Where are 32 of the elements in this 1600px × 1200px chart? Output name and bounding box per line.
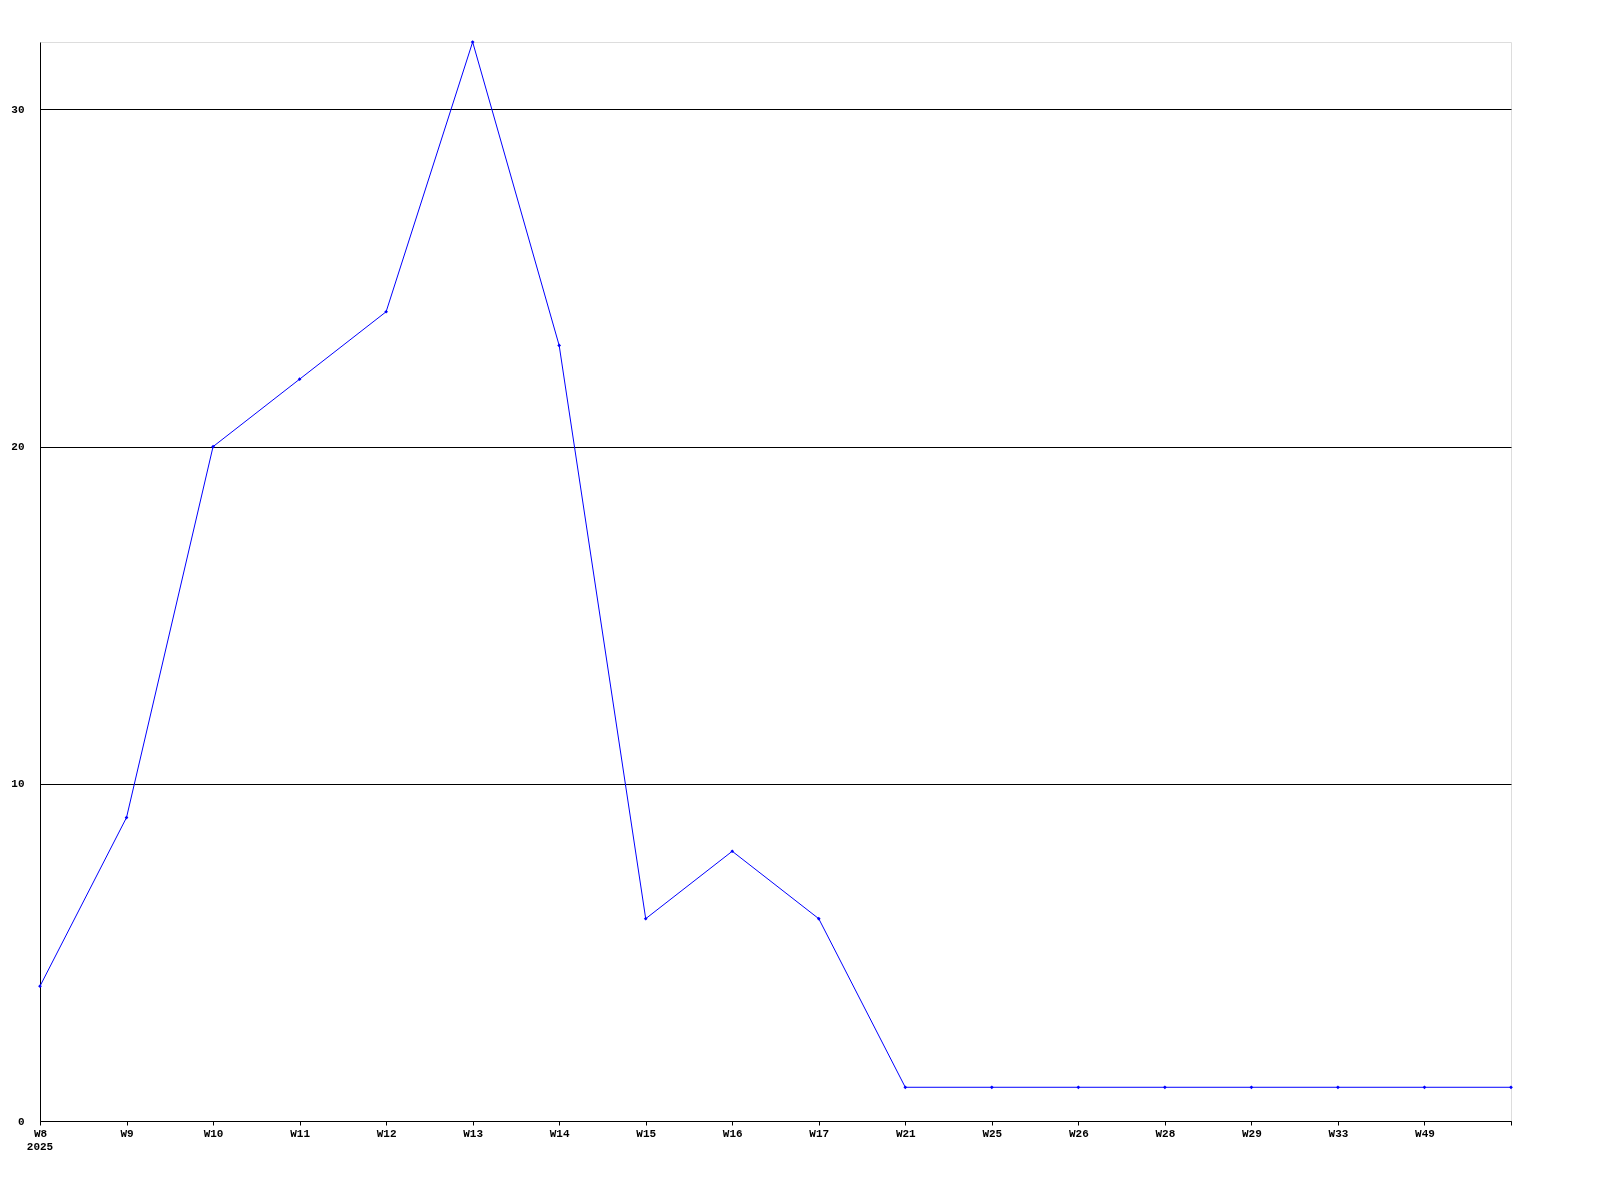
y-tick-label: 0: [17, 1115, 25, 1128]
x-tick-label: W10: [203, 1127, 224, 1140]
point: [557, 343, 562, 348]
point: [1509, 1085, 1513, 1090]
x-tick-label: W8: [33, 1127, 48, 1140]
point: [1249, 1085, 1254, 1090]
x-tick-label: W33: [1328, 1127, 1349, 1140]
x-tick-label: W29: [1242, 1127, 1262, 1140]
y-tick-label: 30: [11, 103, 25, 116]
point: [297, 377, 302, 382]
x-tick-label: W9: [120, 1127, 134, 1140]
point: [211, 444, 215, 449]
point: [1422, 1085, 1427, 1090]
x-tick-label: W49: [1415, 1127, 1435, 1140]
y-tick-label: 20: [11, 441, 25, 454]
x-tick-label: W14: [549, 1127, 570, 1140]
x-tick-label: W13: [463, 1127, 484, 1140]
point: [384, 309, 388, 314]
x-tick-label: W16: [722, 1127, 743, 1140]
x-tick-label: W21: [895, 1127, 917, 1140]
text: 2025: [26, 1141, 54, 1153]
y-tick-label: 10: [11, 778, 25, 791]
point: [1336, 1085, 1340, 1090]
x-tick-label: W11: [290, 1127, 311, 1140]
x-tick-label: W17: [809, 1127, 830, 1140]
x-tick-label: W26: [1068, 1127, 1089, 1140]
point: [1163, 1085, 1167, 1090]
x-tick-label: W25: [982, 1127, 1003, 1140]
x-tick-label: W15: [636, 1127, 657, 1140]
x-tick-label: W28: [1155, 1127, 1176, 1140]
point: [470, 40, 475, 44]
x-tick-label: W12: [376, 1127, 397, 1140]
